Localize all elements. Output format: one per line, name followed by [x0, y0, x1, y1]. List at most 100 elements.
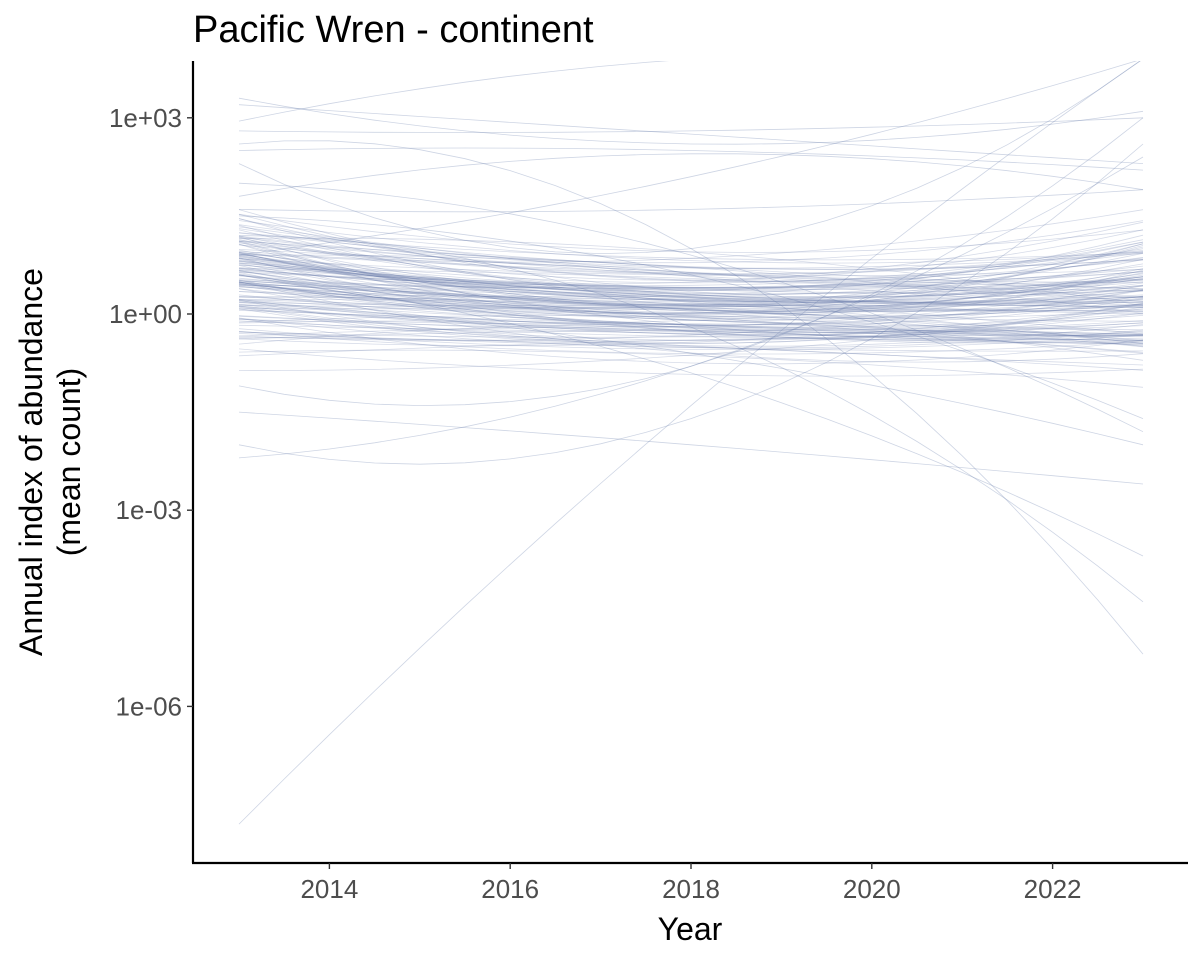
- trajectory-line: [238, 218, 1144, 312]
- trajectory-line: [238, 243, 1144, 312]
- y-tick-label: 1e+00: [109, 299, 182, 329]
- chart-title: Pacific Wren - continent: [193, 9, 594, 51]
- trajectory-line: [238, 147, 1144, 171]
- trajectory-line: [238, 244, 1144, 269]
- trajectory-line: [238, 140, 1144, 655]
- trajectory-line: [238, 243, 1144, 305]
- trajectory-line: [238, 61, 1141, 255]
- trajectory-line: [238, 348, 1144, 377]
- x-axis-title: Year: [658, 911, 723, 947]
- trajectory-line: [238, 331, 1144, 352]
- trajectory-line: [238, 240, 1143, 283]
- trajectory-line: [238, 253, 1144, 301]
- trajectory-line: [238, 279, 1144, 307]
- trajectory-line: [238, 225, 1144, 295]
- trajectory-line: [238, 258, 1144, 295]
- trajectory-line: [238, 274, 1144, 315]
- trajectory-line: [238, 265, 1144, 342]
- trajectory-line: [238, 271, 1144, 289]
- trajectory-line: [238, 299, 1144, 344]
- trajectory-line: [238, 273, 1144, 318]
- trajectory-line: [238, 324, 1144, 341]
- trajectory-line: [238, 299, 1144, 344]
- trajectory-line: [238, 329, 1144, 340]
- trajectory-line: [238, 262, 1144, 291]
- x-tick-label: 2022: [1024, 874, 1082, 904]
- trajectory-line: [238, 260, 1144, 289]
- trajectory-line: [238, 104, 1144, 164]
- trajectory-line: [238, 309, 1144, 336]
- trajectory-line: [238, 224, 1144, 306]
- trajectory-line: [238, 252, 1144, 308]
- trajectory-line: [238, 349, 1144, 388]
- trajectory-line: [238, 262, 1144, 315]
- trajectory-line: [238, 117, 1144, 407]
- y-axis-title-line-1: Annual index of abundance: [13, 268, 49, 656]
- trajectory-line: [238, 305, 1144, 334]
- trajectory-line: [238, 298, 1144, 312]
- trajectory-line: [238, 282, 1144, 303]
- axes: [191, 61, 1188, 865]
- trajectory-line: [238, 304, 1144, 331]
- trajectory-line: [238, 255, 1144, 302]
- y-tick-label: 1e-06: [116, 691, 183, 721]
- trajectory-line: [238, 320, 1144, 341]
- trajectory-line: [238, 279, 1144, 298]
- trajectory-line: [238, 254, 1144, 314]
- trajectory-line: [238, 322, 1144, 342]
- trajectory-line: [238, 281, 1144, 306]
- trajectory-line: [238, 296, 1144, 361]
- trajectory-line: [238, 318, 1144, 342]
- trajectory-line: [238, 229, 1144, 281]
- trajectory-line: [238, 240, 1144, 275]
- trajectory-line: [238, 272, 1144, 326]
- y-axis-ticks: 1e+03 1e+00 1e-03 1e-06: [109, 103, 193, 721]
- trajectory-line: [238, 411, 1144, 485]
- trajectory-line: [238, 301, 1144, 338]
- trajectory-line: [238, 326, 1144, 340]
- trajectory-line: [238, 240, 1144, 339]
- trajectory-line: [238, 253, 1144, 303]
- trajectory-line: [238, 242, 1144, 275]
- trajectory-line: [238, 315, 1144, 345]
- trajectory-line: [238, 295, 1144, 347]
- trajectory-line: [238, 268, 1144, 302]
- x-tick-label: 2018: [662, 874, 720, 904]
- x-axis-ticks: 2014 2016 2018 2020 2022: [300, 863, 1082, 904]
- trajectory-line: [238, 280, 1144, 307]
- trajectory-line: [238, 270, 1144, 320]
- trajectory-line: [238, 306, 1144, 347]
- trajectory-line: [238, 189, 1144, 213]
- trajectory-line: [238, 268, 1144, 318]
- trajectory-line: [238, 284, 1144, 354]
- trajectory-line: [238, 221, 1144, 285]
- trajectory-line: [238, 334, 1144, 357]
- trajectory-line: [238, 271, 1144, 335]
- trajectory-line: [238, 286, 1143, 312]
- trajectory-line: [238, 232, 1144, 261]
- trajectory-line: [238, 241, 1144, 292]
- y-tick-label: 1e-03: [116, 495, 183, 525]
- trajectory-line: [238, 302, 1144, 345]
- trajectory-line: [238, 310, 1144, 336]
- trajectory-line: [238, 270, 1144, 306]
- x-tick-label: 2014: [300, 874, 358, 904]
- trajectory-line: [238, 249, 1144, 298]
- trajectory-line: [238, 153, 1144, 197]
- trajectory-line: [238, 279, 1144, 326]
- trajectory-line: [238, 277, 1144, 322]
- trajectory-line: [238, 264, 1144, 288]
- trajectory-line: [238, 299, 1144, 331]
- trajectory-line: [238, 283, 1144, 319]
- trajectory-line: [238, 323, 1144, 348]
- trajectory-line: [238, 275, 1144, 303]
- trajectory-line: [238, 251, 1144, 289]
- trajectory-line: [238, 246, 1144, 306]
- trajectory-line: [238, 288, 1144, 336]
- trajectory-line: [238, 256, 1144, 310]
- trajectory-lines: [238, 61, 1144, 825]
- trajectory-line: [238, 267, 1144, 298]
- trajectory-line: [238, 253, 1144, 292]
- trajectory-line: [238, 278, 1144, 290]
